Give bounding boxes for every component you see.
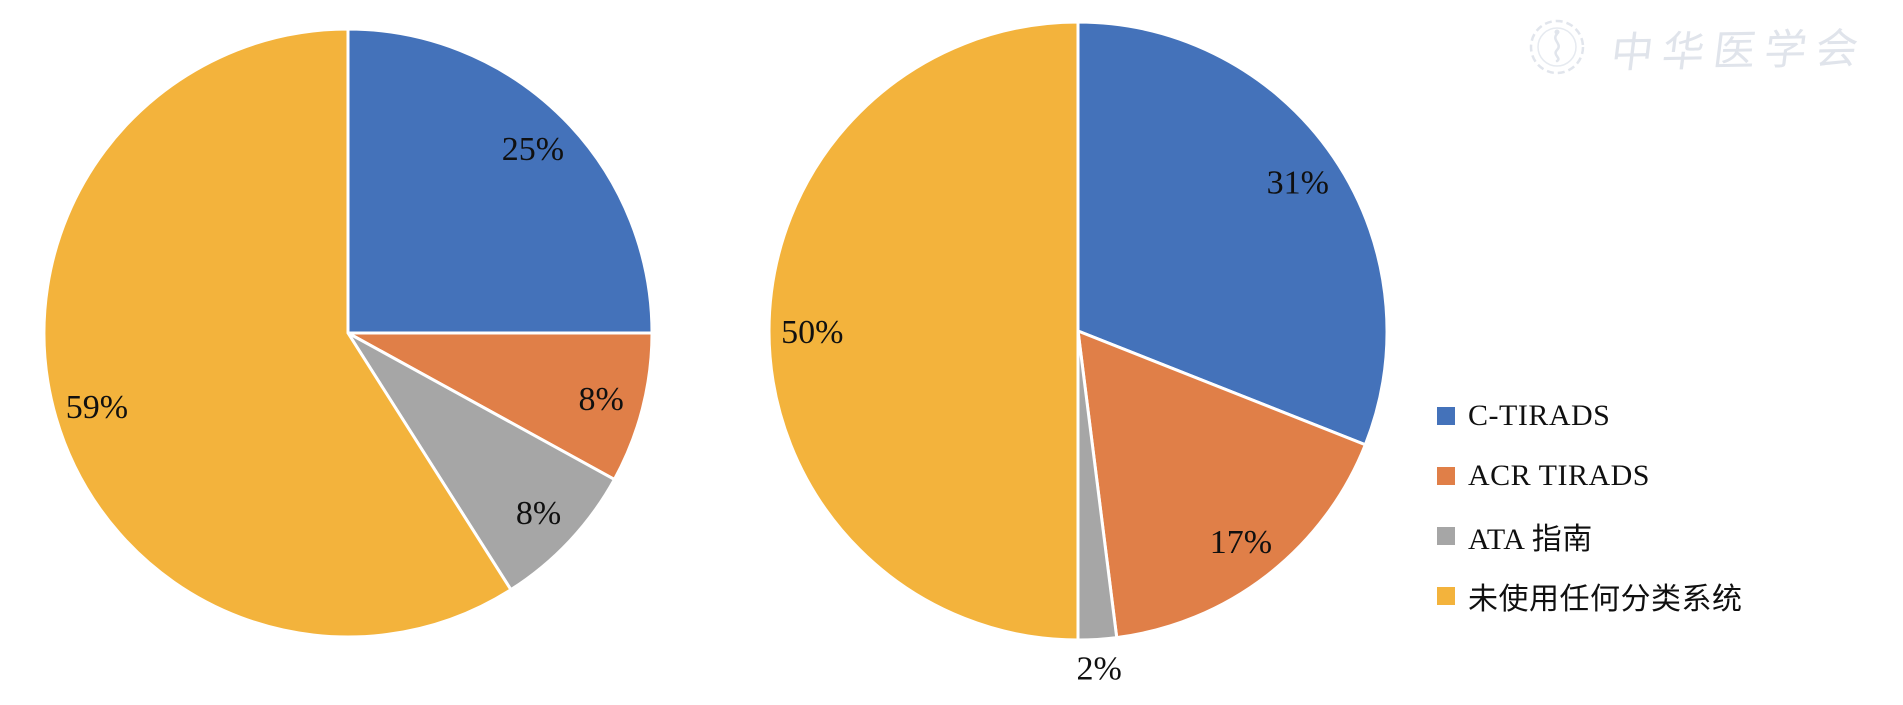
pie-chart-right: 31% 17% 2% 50% <box>767 20 1389 687</box>
legend-swatch-icon <box>1437 527 1455 545</box>
pie-label-ACR TIRADS: 17% <box>1210 524 1272 561</box>
pie-chart-left: 25% 8% 8% 59% <box>42 27 654 639</box>
legend-label: ATA 指南 <box>1468 523 1593 556</box>
pie-slice-ATA 指南 <box>346 331 617 592</box>
legend-swatch-icon <box>1437 467 1455 485</box>
pie-slice-C-TIRADS <box>1076 20 1389 447</box>
pie-label-ATA 指南: 8% <box>516 495 561 532</box>
pie-label-ACR TIRADS: 8% <box>579 381 624 418</box>
legend-item: C-TIRADS <box>1437 386 1743 446</box>
legend-item: ACR TIRADS <box>1437 446 1743 506</box>
watermark-text: 中华医学会 <box>1608 26 1870 77</box>
pie-slice-C-TIRADS <box>346 27 654 335</box>
pie-label-C-TIRADS: 25% <box>502 131 564 168</box>
pie-slice-未使用任何分类系统 <box>42 27 513 639</box>
legend-item: 未使用任何分类系统 <box>1437 566 1743 626</box>
pie-slice-ACR TIRADS <box>347 331 654 482</box>
legend: C-TIRADS ACR TIRADS ATA 指南未使用任何分类系统 <box>1437 386 1743 626</box>
cma-seal-icon <box>1529 19 1585 75</box>
pie-label-未使用任何分类系统: 59% <box>66 389 128 426</box>
legend-item: ATA 指南 <box>1437 506 1743 566</box>
watermark: 中华医学会 <box>1526 14 1870 80</box>
pie-label-ATA 指南: 2% <box>1076 650 1121 687</box>
legend-swatch-icon <box>1437 587 1455 605</box>
pie-label-未使用任何分类系统: 50% <box>781 314 843 351</box>
pie-slice-ACR TIRADS <box>1076 328 1368 640</box>
legend-label: ACR TIRADS <box>1468 459 1650 492</box>
legend-label: 未使用任何分类系统 <box>1468 583 1743 616</box>
legend-swatch-icon <box>1437 407 1455 425</box>
pie-label-C-TIRADS: 31% <box>1267 165 1329 202</box>
pie-slice-未使用任何分类系统 <box>767 20 1080 642</box>
legend-label: C-TIRADS <box>1468 399 1611 432</box>
